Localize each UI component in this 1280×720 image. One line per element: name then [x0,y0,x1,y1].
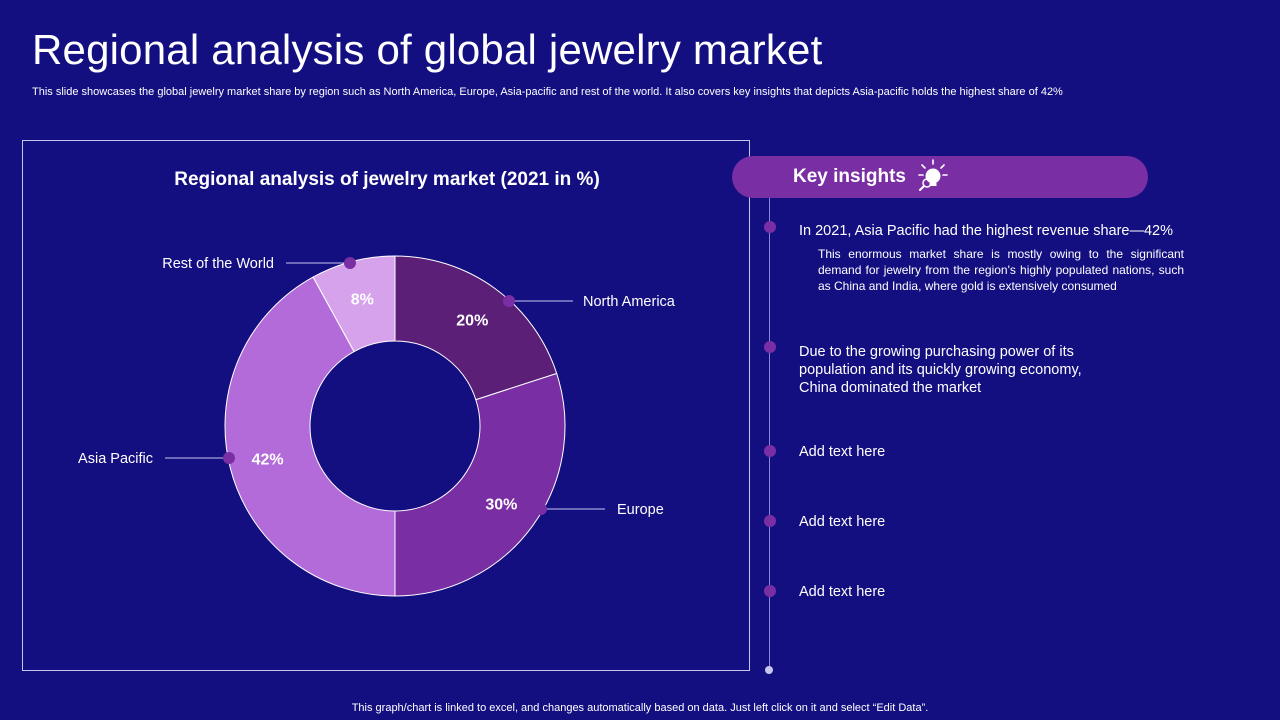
key-insights-title: Key insights [793,166,906,187]
key-insights-header: Key insights [732,156,1148,198]
legend-label-asia-pacific: Asia Pacific [78,451,153,467]
data-label-asia-pacific: 42% [252,452,284,469]
chart-container[interactable]: Regional analysis of jewelry market (202… [22,140,750,671]
insight-2-line-3: China dominated the market [799,380,982,396]
footer-note: This graph/chart is linked to excel, and… [351,702,929,714]
page-title: Regional analysis of global jewelry mark… [32,26,823,73]
lightbulb-icon [916,158,950,199]
insight-2-line-2: population and its quickly growing econo… [799,362,1082,378]
insight-2-text: Due to the growing purchasing power of i… [799,343,1119,397]
slice-europe[interactable] [394,372,566,597]
legend-label-europe: Europe [617,502,664,518]
timeline-dot-1 [764,221,776,233]
insight-3-text[interactable]: Add text here [799,444,886,460]
insight-4-text[interactable]: Add text here [799,514,886,530]
timeline-end-dot [765,666,773,674]
timeline-dot-2 [764,341,776,353]
donut-chart[interactable]: 20% 30% 42% 8% North America Europe Asia Pacif… [23,141,751,672]
timeline-dot-3 [764,445,776,457]
leader-dot-europe [535,503,547,515]
insight-1-title: In 2021, Asia Pacific had the highest re… [799,223,1174,239]
slice-north-america[interactable] [394,255,558,401]
legend-label-north-america: North America [583,294,676,310]
data-label-rest-of-the-world: 8% [351,292,374,309]
timeline-dot-4 [764,515,776,527]
chart-title: Regional analysis of jewelry market (202… [174,169,600,190]
leader-dot-asia-pacific [223,452,235,464]
insight-2-line-1: Due to the growing purchasing power of i… [799,344,1074,360]
data-label-north-america: 20% [456,313,488,330]
timeline-dot-5 [764,585,776,597]
legend-label-rest-of-the-world: Rest of the World [162,256,274,272]
slice-rest-of-the-world[interactable] [312,255,396,353]
timeline-line [769,198,770,670]
insight-5-text[interactable]: Add text here [799,584,886,600]
leader-dot-north-america [503,295,515,307]
leader-dot-rest-of-the-world [344,257,356,269]
slice-asia-pacific[interactable] [224,276,396,597]
insight-1-body: This enormous market share is mostly owi… [818,247,1184,293]
page-subtitle: This slide showcases the global jewelry … [32,86,1063,98]
data-label-europe: 30% [485,496,517,513]
